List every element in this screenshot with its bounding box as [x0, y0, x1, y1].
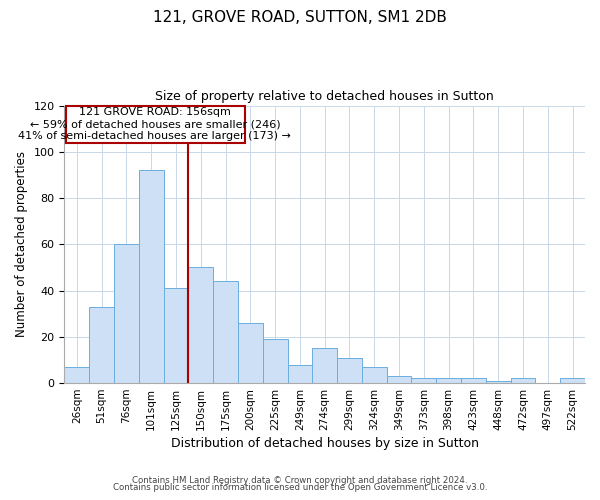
Text: 121 GROVE ROAD: 156sqm: 121 GROVE ROAD: 156sqm: [79, 108, 231, 118]
Bar: [412, 378, 436, 383]
Bar: [188, 268, 213, 383]
Bar: [89, 307, 114, 383]
FancyBboxPatch shape: [65, 106, 245, 142]
Bar: [511, 378, 535, 383]
Bar: [64, 367, 89, 383]
Bar: [263, 339, 287, 383]
Bar: [461, 378, 486, 383]
Bar: [238, 323, 263, 383]
Text: 121, GROVE ROAD, SUTTON, SM1 2DB: 121, GROVE ROAD, SUTTON, SM1 2DB: [153, 10, 447, 25]
Bar: [362, 367, 386, 383]
Bar: [139, 170, 164, 383]
Bar: [313, 348, 337, 383]
Bar: [486, 381, 511, 383]
Bar: [164, 288, 188, 383]
Text: Contains public sector information licensed under the Open Government Licence v3: Contains public sector information licen…: [113, 484, 487, 492]
Text: Contains HM Land Registry data © Crown copyright and database right 2024.: Contains HM Land Registry data © Crown c…: [132, 476, 468, 485]
Y-axis label: Number of detached properties: Number of detached properties: [15, 152, 28, 338]
Bar: [213, 282, 238, 383]
Text: 41% of semi-detached houses are larger (173) →: 41% of semi-detached houses are larger (…: [19, 130, 292, 140]
Bar: [337, 358, 362, 383]
Bar: [287, 364, 313, 383]
Bar: [436, 378, 461, 383]
Bar: [560, 378, 585, 383]
Title: Size of property relative to detached houses in Sutton: Size of property relative to detached ho…: [155, 90, 494, 103]
X-axis label: Distribution of detached houses by size in Sutton: Distribution of detached houses by size …: [171, 437, 479, 450]
Bar: [386, 376, 412, 383]
Bar: [114, 244, 139, 383]
Text: ← 59% of detached houses are smaller (246): ← 59% of detached houses are smaller (24…: [29, 119, 280, 129]
